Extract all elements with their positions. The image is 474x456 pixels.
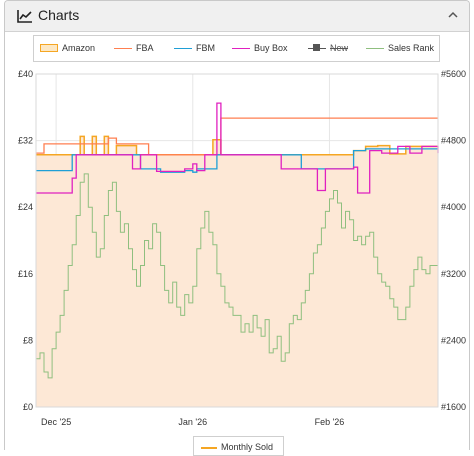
series-amazon-area [36,136,438,407]
legend-label-fbm: FBM [196,43,215,53]
y-left-tick-label-1: £8 [23,335,33,345]
x-tick-label-0: Dec '25 [41,417,71,427]
y-left-tick-label-5: £40 [18,69,33,79]
legend-swatch-fbm [174,48,192,49]
legend-label-sales-rank: Sales Rank [388,43,435,53]
y-right-tick-label-4: #4800 [441,136,466,146]
y-right-tick-label-3: #4000 [441,202,466,212]
legend-label-monthly-sold[interactable]: Monthly Sold [221,442,274,452]
legend-swatch-monthly-sold [201,447,217,449]
x-tick-label-1: Jan '26 [178,417,207,427]
legend-label-new: New [330,43,349,53]
y-right-tick-label-2: #3200 [441,269,466,279]
series-fba-line[interactable] [36,117,438,156]
legend-marker-new [313,44,320,51]
chart-legend: Amazon FBA FBM Buy Box New Sales Rank [33,35,440,62]
legend-swatch-fba [114,48,132,49]
plot-frame [35,73,439,408]
legend-swatch-buy-box [232,48,250,49]
y-right-tick-label-5: #5600 [441,69,466,79]
x-tick-label-2: Feb '26 [315,417,345,427]
y-left-tick-label-0: £0 [23,402,33,412]
y-left-tick-label-2: £16 [18,269,33,279]
y-left-tick-label-3: £24 [18,202,33,212]
line-chart-icon [17,10,32,23]
monthly-sold-legend: Monthly Sold [193,436,284,456]
legend-label-buy-box: Buy Box [254,43,288,53]
legend-label-amazon: Amazon [62,43,96,53]
series-sales-rank-line[interactable] [36,173,439,379]
chevron-up-icon[interactable] [447,9,459,21]
legend-label-fba: FBA [136,43,154,53]
y-left-tick-label-4: £32 [18,136,33,146]
legend-swatch-sales-rank [366,48,384,49]
charts-panel-header[interactable]: Charts [5,1,469,32]
series-buy-box-line[interactable] [36,102,439,194]
charts-panel-title: Charts [38,7,80,23]
y-right-tick-label-1: #2400 [441,335,466,345]
y-right-tick-label-0: #1600 [441,402,466,412]
legend-swatch-amazon [40,44,58,52]
